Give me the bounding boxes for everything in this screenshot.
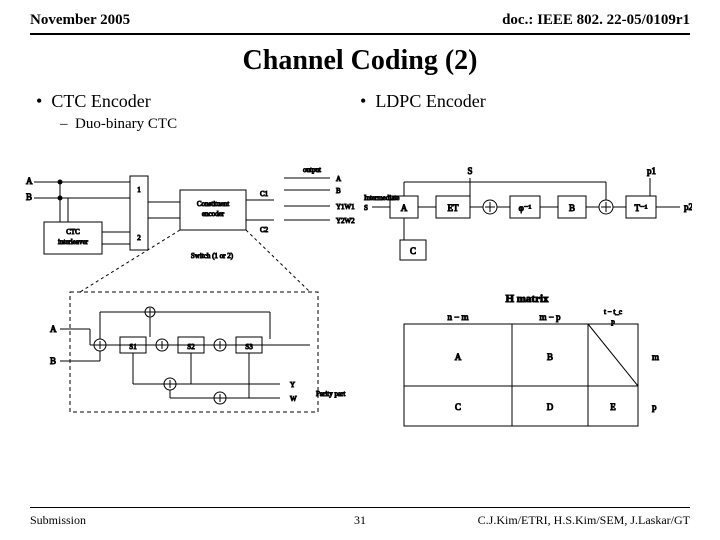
ldpc-bullet: • LDPC Encoder	[360, 91, 684, 112]
header-docref: doc.: IEEE 802. 22-05/0109r1	[502, 12, 690, 29]
ctc-const-l2: encoder	[202, 210, 225, 218]
ctc-bullet-text: CTC Encoder	[51, 91, 150, 111]
ldpc-inter: Intermediate	[364, 194, 399, 202]
ctc-B2: B	[50, 356, 56, 366]
ldpc-side-p: p	[652, 402, 657, 412]
ldpc-side-m: m	[652, 352, 659, 362]
ctc-y1w1: Y1W1	[336, 203, 355, 211]
right-column: • LDPC Encoder	[360, 91, 684, 133]
ctc-s1: S1	[129, 343, 137, 351]
ctc-s2: S2	[187, 343, 195, 351]
ctc-A2: A	[50, 324, 57, 334]
ldpc-cell-B: B	[547, 352, 553, 362]
ldpc-Cbox: C	[410, 246, 416, 256]
footer-left: Submission	[30, 513, 86, 528]
ldpc-phi: φ⁻¹	[519, 203, 532, 213]
ctc-Y: Y	[290, 381, 295, 389]
ldpc-cell-C: C	[455, 402, 461, 412]
ctc-interleaver-l1: CTC	[66, 228, 80, 236]
ldpc-A: A	[401, 203, 408, 213]
ldpc-p1: p1	[647, 166, 656, 176]
ldpc-dim-nm: n − m	[447, 312, 468, 322]
ldpc-dim-mp: m − p	[539, 312, 561, 322]
ldpc-ET: ET	[448, 203, 459, 213]
ldpc-cell-E: E	[610, 402, 616, 412]
bullet-columns: • CTC Encoder – Duo-binary CTC • LDPC En…	[0, 77, 720, 133]
ctc-output: output	[303, 166, 321, 174]
ctc-const-l1: Constituent	[197, 200, 229, 208]
ldpc-hmatrix: H matrix	[505, 293, 549, 305]
diagrams-area: A B CTC interleaver 1 2	[0, 162, 720, 472]
ldpc-inter-s: S	[364, 204, 368, 212]
ldpc-p2: p2	[684, 202, 692, 212]
ldpc-T: T⁻¹	[635, 203, 648, 213]
ctc-interleaver-l2: interleaver	[58, 238, 89, 246]
ctc-W: W	[290, 395, 297, 403]
ctc-c1: C1	[260, 190, 269, 198]
ctc-sub-text: Duo-binary CTC	[75, 116, 177, 132]
ctc-sub-bullet: – Duo-binary CTC	[60, 116, 360, 133]
ctc-switch-label: Switch (1 or 2)	[191, 252, 234, 260]
ctc-lbl-B: B	[26, 192, 32, 202]
footer-rule	[30, 507, 690, 508]
ctc-sw2: 2	[137, 234, 141, 242]
ldpc-B: B	[569, 203, 575, 213]
ctc-outA: A	[336, 175, 341, 183]
header-date: November 2005	[30, 12, 130, 29]
header-rule	[30, 33, 690, 35]
ldpc-s-top: S	[467, 166, 472, 176]
ctc-lbl-A: A	[26, 176, 33, 186]
ldpc-dim-p: p	[611, 318, 615, 326]
footer: Submission 31 C.J.Kim/ETRI, H.S.Kim/SEM,…	[30, 513, 690, 528]
ctc-bullet: • CTC Encoder	[36, 91, 360, 112]
ldpc-diagram: S p1 A ET φ⁻¹ B T⁻¹ p2 Intermediate S	[362, 162, 692, 452]
left-column: • CTC Encoder – Duo-binary CTC	[36, 91, 360, 133]
ctc-s3: S3	[245, 343, 253, 351]
ldpc-bullet-text: LDPC Encoder	[375, 91, 485, 111]
ldpc-cell-D: D	[547, 402, 554, 412]
ctc-parity: Parity part	[316, 390, 345, 398]
ldpc-dim-ttc: t − t_c	[604, 308, 622, 316]
footer-right: C.J.Kim/ETRI, H.S.Kim/SEM, J.Laskar/GT	[478, 513, 690, 528]
ctc-sw1: 1	[137, 186, 141, 194]
footer-page: 31	[354, 513, 366, 528]
ctc-diagram: A B CTC interleaver 1 2	[20, 162, 360, 452]
ctc-outB: B	[336, 187, 341, 195]
ctc-y2w2: Y2W2	[336, 217, 355, 225]
page-title: Channel Coding (2)	[0, 45, 720, 77]
header: November 2005 doc.: IEEE 802. 22-05/0109…	[0, 0, 720, 33]
ctc-c2: C2	[260, 226, 269, 234]
ldpc-cell-A: A	[455, 352, 462, 362]
